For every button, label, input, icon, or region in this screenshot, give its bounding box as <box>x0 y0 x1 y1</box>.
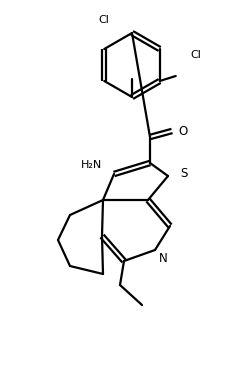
Text: H₂N: H₂N <box>81 160 102 170</box>
Text: S: S <box>180 166 187 179</box>
Text: Cl: Cl <box>98 15 109 25</box>
Text: N: N <box>158 252 167 265</box>
Text: O: O <box>178 124 187 138</box>
Text: Cl: Cl <box>190 50 200 60</box>
